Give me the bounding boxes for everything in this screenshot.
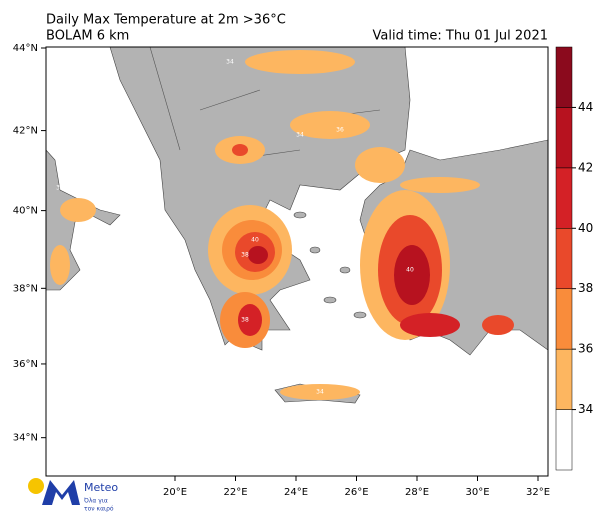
lat-label: 38°N: [13, 283, 38, 294]
lat-label: 40°N: [13, 206, 38, 217]
lat-label: 44°N: [13, 43, 38, 54]
lon-label: 30°E: [465, 487, 489, 498]
contour-label: 34: [316, 389, 324, 396]
colorbar-band: [555, 348, 573, 410]
contour-label: 34: [56, 185, 64, 192]
lat-label: 34°N: [13, 433, 38, 444]
colorbar-label: 36: [578, 342, 593, 356]
contour-label: 40: [406, 267, 414, 274]
lon-label: 26°E: [344, 487, 368, 498]
colorbar-label: 38: [578, 281, 593, 295]
title: Daily Max Temperature at 2m >36°C: [46, 13, 286, 28]
valid-time: Valid time: Thu 01 Jul 2021: [373, 29, 548, 44]
map-frame: [45, 46, 549, 477]
contour-label: 34: [226, 59, 234, 66]
contour-label: 34: [296, 132, 304, 139]
contour-label: 36: [336, 127, 344, 134]
colorbar-band: [555, 228, 573, 289]
subtitle: BOLAM 6 km: [46, 29, 129, 44]
colorbar-label: 44: [578, 100, 593, 114]
colorbar-label: 40: [578, 221, 593, 235]
logo: Meteo Όλα για τον καιρό: [28, 478, 118, 513]
lon-label: 22°E: [223, 487, 247, 498]
logo-tagline: Όλα για: [83, 498, 108, 505]
colorbar-band: [555, 167, 573, 229]
colorbar-band: [555, 409, 573, 471]
lon-label: 24°E: [284, 487, 308, 498]
contour-label: 38: [241, 317, 249, 324]
colorbar-band: [555, 46, 573, 108]
logo-name: Meteo: [84, 481, 118, 494]
lon-label: 28°E: [405, 487, 429, 498]
logo-tagline: τον καιρό: [84, 506, 114, 513]
contour-label: 40: [251, 237, 259, 244]
contour-label: 38: [241, 252, 249, 259]
colorbar-label: 42: [578, 160, 593, 174]
lat-label: 42°N: [13, 126, 38, 137]
lat-label: 36°N: [13, 359, 38, 370]
colorbar-band: [555, 107, 573, 169]
lon-label: 20°E: [163, 487, 187, 498]
colorbar-label: 34: [578, 402, 593, 416]
map-area: [46, 47, 548, 476]
colorbar-band: [555, 288, 573, 350]
temperature-fill: [50, 50, 514, 400]
lon-label: 32°E: [526, 487, 550, 498]
